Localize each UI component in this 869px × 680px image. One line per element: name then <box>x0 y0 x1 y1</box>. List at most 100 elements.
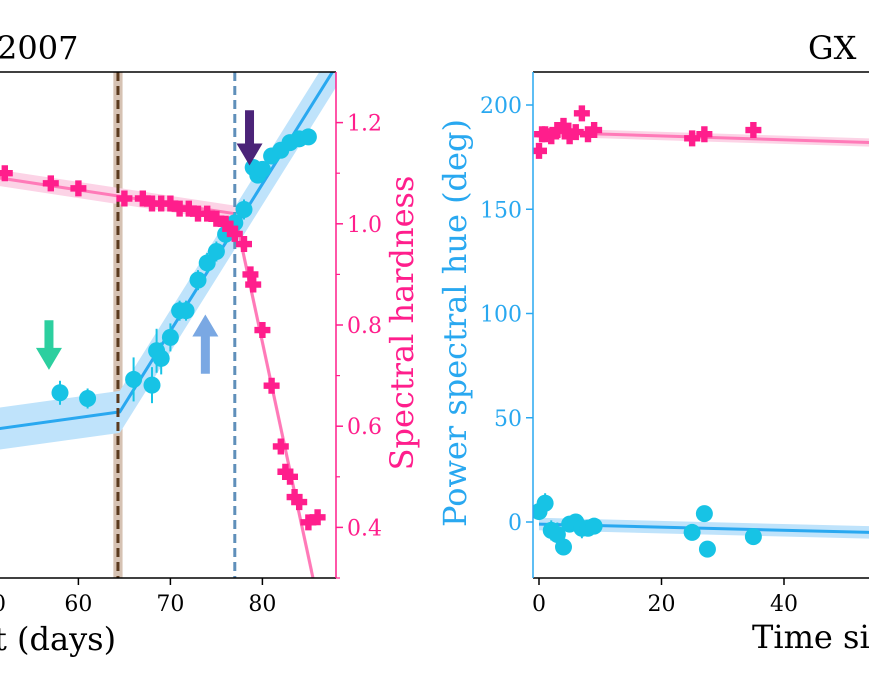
left-panel-arrows <box>35 110 263 374</box>
hardness-fit-band <box>0 169 313 578</box>
right-hardness-point-6 <box>561 128 578 145</box>
right-panel: GX 0 20 40 0 50 100 150 200 Time sin Power spec… <box>436 29 869 656</box>
right-panel-axes: 0 20 40 0 50 100 150 200 <box>480 71 869 617</box>
right-hardness-point-4 <box>549 122 566 139</box>
hardness-point-27 <box>300 514 317 531</box>
right-hue-point-9 <box>585 517 603 535</box>
right-hardness-point-12 <box>696 126 713 143</box>
right-hardness-point-0 <box>533 142 547 159</box>
right-panel-left-tick-label-3: 150 <box>480 198 522 223</box>
hue-point-11 <box>198 254 216 272</box>
hardness-point-26 <box>291 494 308 511</box>
hardness-point-15 <box>222 220 239 237</box>
right-panel-x-axis-label: Time sin <box>752 618 869 656</box>
hardness-point-11 <box>190 205 206 222</box>
right-panel-left-y-axis-label: Power spectral hue (deg) <box>436 119 474 527</box>
right-panel-points <box>533 105 762 558</box>
left-panel-right-tick-label-0: 0.4 <box>347 516 382 541</box>
right-panel-left-tick-label-0: 0 <box>508 511 522 536</box>
hardness-point-2 <box>42 175 59 192</box>
left-panel-x-axis-label: t (days) <box>0 620 116 658</box>
right-panel-x-tick-label-2: 40 <box>770 592 798 617</box>
right-panel-fits <box>538 130 869 534</box>
hardness-point-10 <box>180 200 197 217</box>
left-panel-right-tick-label-2: 0.8 <box>347 314 382 339</box>
hardness-point-8 <box>162 195 179 212</box>
left-panel-x-tick-label-0: 0 <box>0 592 6 617</box>
right-panel-left-tick-label-1: 50 <box>494 407 522 432</box>
hue-point-2 <box>79 390 97 408</box>
hue-point-1 <box>51 384 69 402</box>
hardness-point-19 <box>245 276 262 293</box>
hue-point-9 <box>177 302 195 320</box>
hardness-point-21 <box>263 377 280 394</box>
right-panel-x-tick-label-0: 0 <box>532 592 546 617</box>
left-panel-axes: 0 60 70 80 0.4 0.6 0.8 1.0 1.2 <box>0 71 382 617</box>
right-hardness-point-11 <box>684 130 701 147</box>
hardness-point-28 <box>309 509 326 526</box>
left-panel-bands <box>0 72 336 578</box>
hardness-point-9 <box>171 200 188 217</box>
hue-fit-line <box>0 72 335 430</box>
right-hardness-point-8 <box>573 105 590 122</box>
right-hardness-point-3 <box>543 128 560 145</box>
hue-point-12 <box>207 242 225 260</box>
hardness-point-14 <box>217 215 234 232</box>
hue-point-3 <box>125 370 143 388</box>
left-panel-right-y-axis-label: Spectral hardness <box>383 176 421 471</box>
right-hue-point-1 <box>536 494 554 512</box>
annotation-arrow-0 <box>35 320 62 370</box>
left-panel-right-tick-label-3: 1.0 <box>347 213 382 238</box>
hue-point-7 <box>161 328 179 346</box>
right-panel-left-tick-label-4: 200 <box>480 94 522 119</box>
right-hardness-point-13 <box>745 122 762 139</box>
right-hardness-point-5 <box>555 117 572 134</box>
left-panel-x-tick-label-1: 60 <box>64 592 92 617</box>
right-hardness-point-9 <box>580 126 596 143</box>
annotation-arrow-shape-2 <box>236 110 263 166</box>
hardness-point-24 <box>282 468 298 485</box>
hue-point-6 <box>152 349 170 367</box>
hardness-point-6 <box>144 195 160 212</box>
hue-point-10 <box>189 271 207 289</box>
hardness-point-25 <box>286 489 303 506</box>
hardness-point-20 <box>254 322 271 339</box>
right-hue-point-10 <box>683 523 701 541</box>
right-hue-point-12 <box>698 540 716 558</box>
hardness-point-18 <box>242 266 259 283</box>
left-panel-x-tick-label-2: 70 <box>156 592 184 617</box>
hue-point-23 <box>299 128 317 146</box>
left-panel-title: 2007 <box>0 29 78 67</box>
left-panel: 2007 0 60 70 80 0.4 0.6 0.8 1.0 1.2 t (days) Spe… <box>0 29 421 658</box>
annotation-arrow-shape-1 <box>192 314 219 374</box>
hardness-point-13 <box>208 210 225 227</box>
hardness-point-16 <box>226 225 243 242</box>
left-panel-x-tick-label-3: 80 <box>248 592 276 617</box>
right-hardness-point-7 <box>567 124 584 141</box>
left-panel-points <box>0 128 326 531</box>
hue-point-15 <box>235 200 253 218</box>
hardness-point-12 <box>199 205 216 222</box>
hardness-point-1 <box>0 165 13 182</box>
right-hue-point-13 <box>744 528 762 546</box>
hardness-point-4 <box>116 190 133 207</box>
right-panel-x-tick-label-1: 20 <box>648 592 676 617</box>
hue-point-18 <box>253 160 271 178</box>
hue-fit-band <box>0 72 336 450</box>
hardness-point-3 <box>70 180 87 197</box>
hardness-point-23 <box>277 463 294 480</box>
hardness-point-17 <box>236 236 252 253</box>
hardness-point-5 <box>134 190 151 207</box>
right-hue-point-4 <box>555 538 572 556</box>
hardness-point-22 <box>272 438 289 455</box>
hardness-point-7 <box>153 195 170 212</box>
right-hardness-point-10 <box>586 122 603 139</box>
left-panel-right-tick-label-1: 0.6 <box>347 415 382 440</box>
hue-point-4 <box>143 376 161 394</box>
left-panel-right-tick-label-4: 1.2 <box>347 112 382 137</box>
annotation-arrow-shape-0 <box>35 320 62 370</box>
right-panel-bands <box>539 127 869 539</box>
right-panel-left-tick-label-2: 100 <box>480 303 522 328</box>
right-panel-title: GX <box>808 29 857 67</box>
